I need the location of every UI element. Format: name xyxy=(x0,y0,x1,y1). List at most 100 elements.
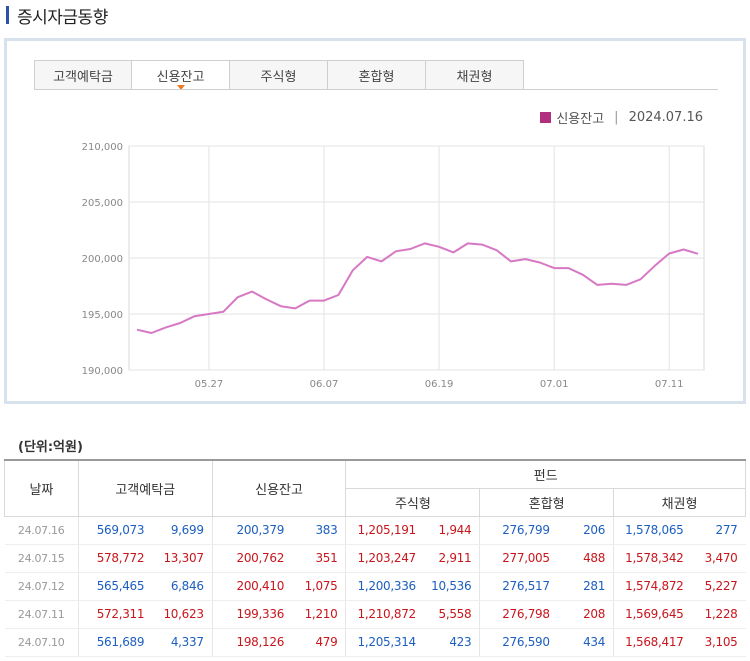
cell-stock-chg: 10,536 xyxy=(423,572,480,601)
chart-legend: 신용잔고 | 2024.07.16 xyxy=(540,108,703,127)
cell-credit: 199,336 xyxy=(211,600,293,629)
tab-label: 채권형 xyxy=(456,69,493,85)
cell-date: 24.07.12 xyxy=(4,572,79,601)
header-stock: 주식형 xyxy=(345,487,481,517)
cell-credit-chg: 1,075 xyxy=(292,572,346,601)
cell-stock-chg: 2,911 xyxy=(423,544,480,573)
fund-flow-table: 날짜 고객예탁금 신용잔고 펀드 주식형 혼합형 채권형 24.07.16 569… xyxy=(4,459,746,657)
cell-mixed-chg: 281 xyxy=(557,572,614,601)
cell-date: 24.07.16 xyxy=(4,516,79,545)
cell-deposit: 561,689 xyxy=(77,628,153,657)
active-tab-caret-icon xyxy=(176,85,185,90)
cell-stock-chg: 1,944 xyxy=(423,516,480,545)
header-deposit: 고객예탁금 xyxy=(77,459,213,517)
legend-swatch xyxy=(540,112,552,123)
table-row: 24.07.16 569,073 9,699 200,379 383 1,205,191 1… xyxy=(4,516,746,545)
title-accent-bar xyxy=(6,6,9,24)
cell-credit: 198,126 xyxy=(211,628,293,657)
x-tick-label: 07.11 xyxy=(655,379,684,390)
page-title-text: 증시자금동향 xyxy=(17,7,108,28)
cell-stock: 1,210,872 xyxy=(345,600,424,629)
cell-bond-chg: 3,105 xyxy=(691,628,746,657)
cell-deposit: 569,073 xyxy=(77,516,153,545)
legend-separator: | xyxy=(614,110,619,125)
cell-mixed: 276,590 xyxy=(479,628,558,657)
cell-bond-chg: 3,470 xyxy=(691,544,746,573)
legend-date: 2024.07.16 xyxy=(628,110,703,125)
cell-deposit-chg: 9,699 xyxy=(152,516,213,545)
tab-label: 주식형 xyxy=(260,69,297,85)
cell-mixed-chg: 206 xyxy=(557,516,614,545)
cell-stock: 1,200,336 xyxy=(345,572,424,601)
series-line-credit-balance xyxy=(136,242,699,334)
cell-deposit-chg: 4,337 xyxy=(152,628,213,657)
cell-bond: 1,574,872 xyxy=(613,572,692,601)
cell-stock: 1,203,247 xyxy=(345,544,424,573)
credit-balance-line-chart: 190,000 195,000 200,000 205,000 210,000 05.27… xyxy=(82,142,705,390)
header-date: 날짜 xyxy=(4,459,79,517)
y-tick-label: 210,000 xyxy=(82,142,123,153)
cell-deposit-chg: 10,623 xyxy=(152,600,213,629)
cell-credit: 200,379 xyxy=(211,516,293,545)
cell-mixed-chg: 488 xyxy=(557,544,614,573)
x-tick-label: 07.01 xyxy=(540,379,569,390)
tab-label: 신용잔고 xyxy=(156,69,205,85)
y-tick-label: 200,000 xyxy=(82,254,123,265)
cell-deposit: 572,311 xyxy=(77,600,153,629)
cell-bond-chg: 5,227 xyxy=(691,572,746,601)
header-fund: 펀드 xyxy=(345,459,746,489)
tab-underline xyxy=(34,89,718,90)
cell-date: 24.07.11 xyxy=(4,600,79,629)
tab-label: 혼합형 xyxy=(358,69,395,85)
cell-date: 24.07.10 xyxy=(4,628,79,657)
chart-panel: 고객예탁금 신용잔고 주식형 혼합형 채권형 신용잔고 | 2024.07.16 190… xyxy=(4,38,746,404)
tab-0[interactable]: 고객예탁금 xyxy=(34,60,132,90)
x-tick-label: 06.19 xyxy=(425,379,454,390)
cell-bond: 1,578,342 xyxy=(613,544,692,573)
cell-deposit: 578,772 xyxy=(77,544,153,573)
cell-bond: 1,568,417 xyxy=(613,628,692,657)
cell-mixed: 276,517 xyxy=(479,572,558,601)
header-bond: 채권형 xyxy=(613,487,746,517)
cell-deposit: 565,465 xyxy=(77,572,153,601)
x-tick-label: 06.07 xyxy=(310,379,339,390)
cell-bond-chg: 1,228 xyxy=(691,600,746,629)
tab-2[interactable]: 주식형 xyxy=(230,60,328,90)
cell-mixed: 276,799 xyxy=(479,516,558,545)
cell-credit: 200,762 xyxy=(211,544,293,573)
cell-credit-chg: 351 xyxy=(292,544,346,573)
cell-stock-chg: 5,558 xyxy=(423,600,480,629)
cell-credit-chg: 383 xyxy=(292,516,346,545)
header-mixed: 혼합형 xyxy=(479,487,615,517)
tab-4[interactable]: 채권형 xyxy=(426,60,524,90)
table-row: 24.07.15 578,772 13,307 200,762 351 1,203,247… xyxy=(4,544,746,573)
cell-bond: 1,569,645 xyxy=(613,600,692,629)
y-tick-label: 205,000 xyxy=(82,198,123,209)
x-tick-label: 05.27 xyxy=(195,379,224,390)
cell-credit-chg: 1,210 xyxy=(292,600,346,629)
unit-label: (단위:억원) xyxy=(18,440,83,455)
legend-series-name: 신용잔고 xyxy=(556,112,605,127)
table-row: 24.07.11 572,311 10,623 199,336 1,210 1,210,8… xyxy=(4,600,746,629)
cell-stock-chg: 423 xyxy=(423,628,480,657)
cell-mixed: 276,798 xyxy=(479,600,558,629)
chart-tabs: 고객예탁금 신용잔고 주식형 혼합형 채권형 xyxy=(34,60,524,90)
cell-stock: 1,205,314 xyxy=(345,628,424,657)
table-row: 24.07.12 565,465 6,846 200,410 1,075 1,200,33… xyxy=(4,572,746,601)
tab-label: 고객예탁금 xyxy=(53,69,113,85)
page-title: 증시자금동향 xyxy=(6,4,108,28)
cell-credit-chg: 479 xyxy=(292,628,346,657)
cell-deposit-chg: 6,846 xyxy=(152,572,213,601)
cell-mixed-chg: 434 xyxy=(557,628,614,657)
y-tick-label: 195,000 xyxy=(82,310,123,321)
cell-bond-chg: 277 xyxy=(691,516,746,545)
cell-credit: 200,410 xyxy=(211,572,293,601)
cell-mixed: 277,005 xyxy=(479,544,558,573)
cell-bond: 1,578,065 xyxy=(613,516,692,545)
cell-deposit-chg: 13,307 xyxy=(152,544,213,573)
cell-mixed-chg: 208 xyxy=(557,600,614,629)
cell-date: 24.07.15 xyxy=(4,544,79,573)
y-tick-label: 190,000 xyxy=(82,366,123,377)
table-row: 24.07.10 561,689 4,337 198,126 479 1,205,314 4… xyxy=(4,628,746,657)
header-credit: 신용잔고 xyxy=(211,459,347,517)
